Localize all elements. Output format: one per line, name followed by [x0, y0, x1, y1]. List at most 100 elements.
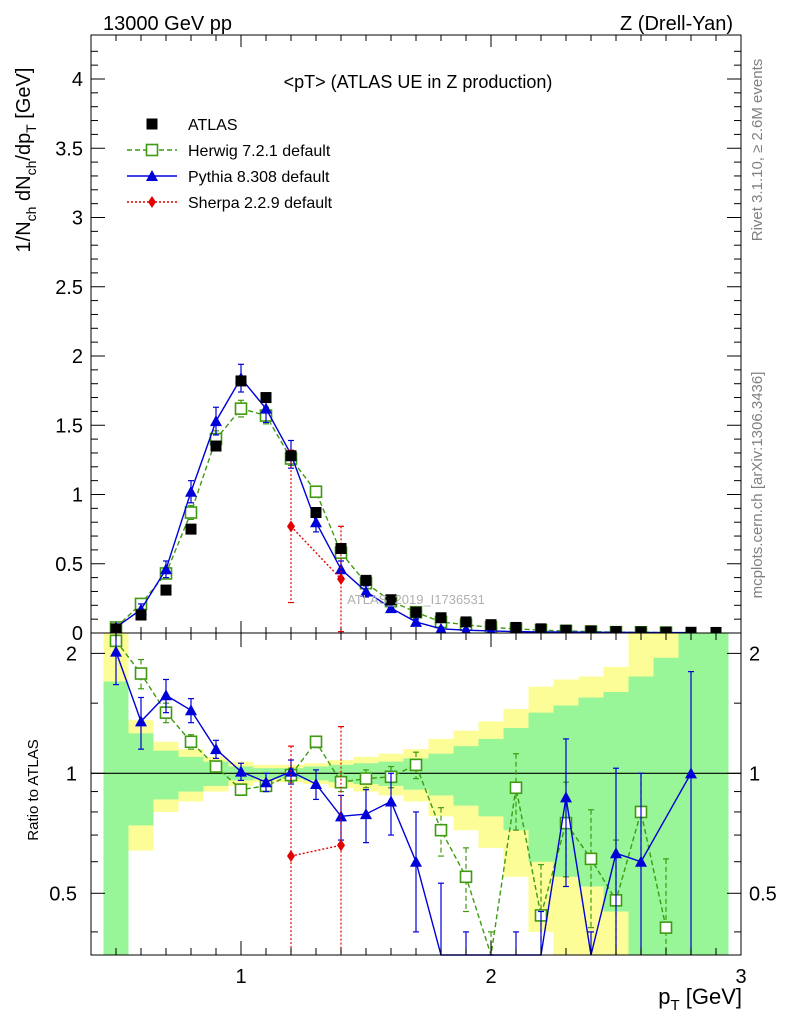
- main-data-point: [185, 485, 197, 497]
- main-data-point: [385, 602, 397, 614]
- ratio-green-band: [453, 746, 479, 806]
- legend-marker: [146, 170, 158, 181]
- ratio-green-band: [528, 712, 554, 862]
- main-data-point: [435, 612, 447, 624]
- main-data-point: [710, 626, 722, 638]
- legend-marker: [145, 143, 159, 157]
- main-data-point: [435, 622, 447, 634]
- ratio-y-tick-label-right: 0.5: [749, 883, 777, 905]
- ratio-y-tick-label: 1: [66, 763, 77, 785]
- main-data-point: [260, 402, 272, 414]
- ratio-data-point: [635, 855, 647, 867]
- legend-label: ATLAS: [188, 117, 238, 134]
- main-data-point: [335, 543, 347, 555]
- main-data-point: [285, 450, 297, 462]
- main-panel-background: [91, 35, 741, 633]
- main-data-point: [460, 624, 472, 636]
- main-data-point: [585, 625, 597, 637]
- ratio-green-band: [153, 750, 179, 800]
- main-data-point: [210, 415, 222, 427]
- ratio-data-point: [184, 735, 198, 749]
- ratio-data-point: [560, 791, 572, 803]
- legend-marker: [148, 196, 156, 208]
- ratio-data-point: [134, 667, 148, 680]
- ratio-series-sherpa: [287, 726, 345, 955]
- ratio-data-point: [337, 839, 345, 852]
- ratio-data-point: [410, 855, 422, 867]
- ratio-data-point: [209, 760, 223, 773]
- ratio-panel-frame: [90, 632, 742, 956]
- ratio-series-pythia: [110, 633, 697, 956]
- main-data-point: [310, 516, 322, 528]
- main-data-point: [260, 392, 272, 404]
- ratio-data-point: [234, 783, 248, 796]
- ratio-data-point: [385, 795, 397, 807]
- ratio-data-point: [110, 645, 122, 657]
- main-data-point: [485, 619, 497, 631]
- main-data-point: [309, 485, 323, 499]
- main-data-point: [287, 520, 295, 533]
- main-data-point: [610, 626, 622, 638]
- main-data-point: [234, 402, 248, 415]
- main-data-point: [635, 626, 647, 638]
- main-data-point: [185, 523, 197, 535]
- main-data-point: [510, 621, 522, 633]
- ratio-data-point: [334, 775, 348, 789]
- watermark: ATLAS_2019_I1736531: [347, 592, 485, 607]
- ratio-ticks: 0.5 0.5 1 1 2 2 1 2 3: [49, 633, 777, 988]
- main-data-point: [310, 507, 322, 519]
- main-data-point: [160, 584, 172, 596]
- main-data-point: [410, 606, 422, 618]
- ratio-data-point: [685, 767, 697, 779]
- main-data-point: [184, 506, 198, 519]
- x-tick-label: 2: [485, 966, 496, 988]
- ratio-data-point: [260, 776, 272, 788]
- ratio-data-point: [135, 715, 147, 727]
- main-data-point: [460, 616, 472, 628]
- ratio-data-point: [287, 850, 295, 863]
- plot-title: <pT> (ATLAS UE in Z production): [284, 72, 553, 92]
- main-panel: 0 0.5 1 1.5 2 2.5 3 3.5 4 <pT> (ATLAS UE in Z pr…: [55, 34, 742, 645]
- main-data-point: [360, 574, 372, 586]
- main-data-point: [210, 440, 222, 452]
- legend-label: Pythia 8.308 default: [188, 169, 330, 186]
- ratio-data-point: [160, 689, 172, 701]
- header-right: Z (Drell-Yan): [620, 13, 733, 35]
- main-series-line: [115, 407, 667, 634]
- ratio-data-point: [584, 852, 598, 866]
- main-y-tick-label: 4: [72, 69, 83, 91]
- main-series-line: [290, 525, 342, 580]
- main-data-point: [360, 585, 372, 597]
- ratio-data-point: [210, 743, 222, 755]
- ratio-y-tick-label-right: 2: [749, 643, 760, 665]
- x-tick-label: 1: [235, 966, 246, 988]
- main-y-axis-label: 1/Nch dNch/dpT [GeV]: [13, 68, 39, 253]
- ratio-y-tick-label: 2: [66, 643, 77, 665]
- main-data-point: [337, 572, 345, 585]
- main-data-point: [110, 623, 122, 635]
- legend-label: Herwig 7.2.1 default: [188, 143, 331, 160]
- ratio-y-tick-label: 0.5: [49, 883, 77, 905]
- main-data-point: [385, 594, 397, 606]
- main-series: [109, 363, 722, 639]
- main-y-tick-label: 2: [72, 346, 83, 368]
- legend-label: Sherpa 2.2.9 default: [188, 195, 333, 212]
- ratio-green-band: [428, 753, 454, 796]
- ratio-data-point: [360, 808, 372, 820]
- main-data-point: [335, 563, 347, 575]
- ratio-data-point: [185, 704, 197, 716]
- main-y-tick-label: 3.5: [55, 138, 83, 160]
- main-data-point: [685, 626, 697, 638]
- main-data-point: [535, 623, 547, 635]
- ratio-green-band: [703, 633, 729, 955]
- ratio-panel: 0.5 0.5 1 1 2 2 1 2 3: [49, 632, 777, 988]
- rivet-label: Rivet 3.1.10, ≥ 2.6M events: [749, 59, 766, 242]
- main-y-tick-label: 0.5: [55, 554, 83, 576]
- x-axis-label: pT [GeV]: [658, 984, 742, 1014]
- main-y-tick-label: 2.5: [55, 277, 83, 299]
- legend: ATLAS Herwig 7.2.1 default Pythia 8.308 de…: [127, 117, 333, 212]
- main-series-atlas: [110, 375, 722, 638]
- ratio-data-point: [235, 765, 247, 777]
- ratio-data-point: [309, 735, 323, 749]
